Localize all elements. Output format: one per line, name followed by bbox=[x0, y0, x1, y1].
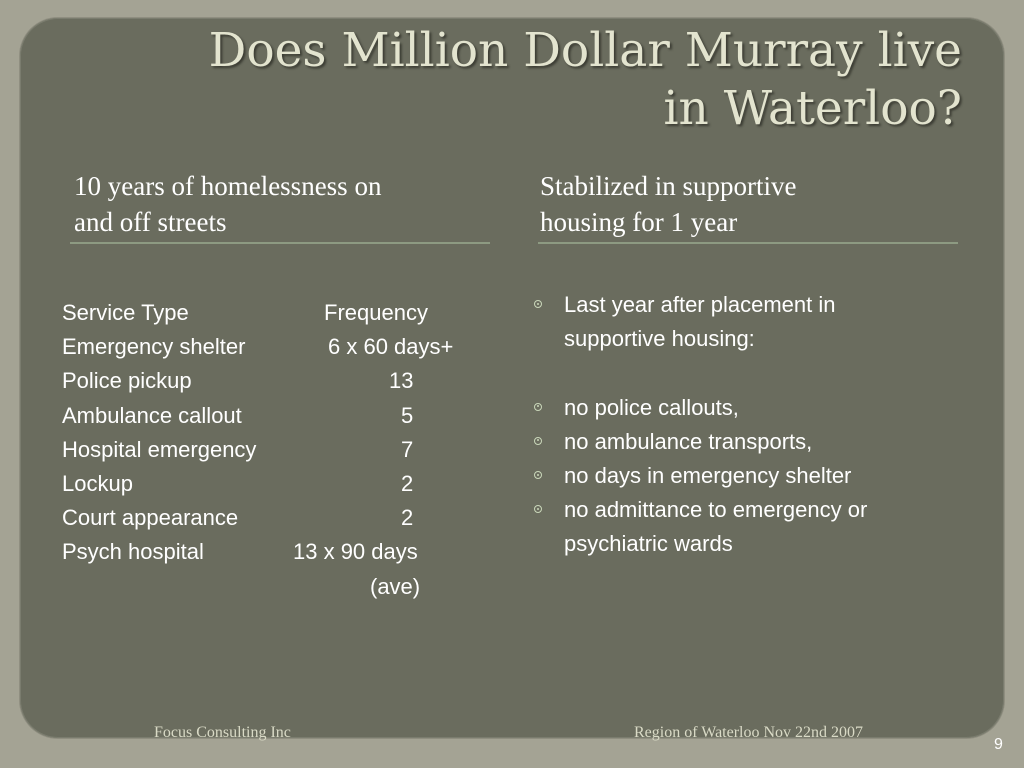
frequency-cell: 2 bbox=[401, 470, 414, 496]
table-row: Emergency shelter 6 x 60 days+ bbox=[62, 330, 502, 364]
list-item: no police callouts, bbox=[530, 391, 950, 425]
title-line-1: Does Million Dollar Murray live bbox=[208, 23, 962, 78]
outcomes-list: Last year after placement in supportive … bbox=[530, 288, 950, 562]
table-row: Lockup 2 bbox=[62, 467, 502, 501]
left-header-line-2: and off streets bbox=[74, 207, 227, 237]
bullet-text: no days in emergency shelter bbox=[564, 463, 852, 488]
page-number: 9 bbox=[994, 736, 1003, 753]
table-row: Ambulance callout 5 bbox=[62, 399, 502, 433]
list-item: no admittance to emergency or bbox=[530, 493, 950, 527]
service-type-cell: Hospital emergency bbox=[62, 436, 257, 462]
left-column-header: 10 years of homelessness on and off stre… bbox=[74, 168, 490, 244]
bullet-text: Last year after placement in bbox=[564, 292, 836, 317]
list-item: Last year after placement in bbox=[530, 288, 950, 322]
frequency-cell: 2 bbox=[401, 505, 414, 531]
left-header-line-1: 10 years of homelessness on bbox=[74, 171, 382, 201]
service-type-cell: Lockup bbox=[62, 470, 133, 496]
frequency-cell: 13 x 90 days bbox=[293, 539, 418, 565]
list-item-continuation: supportive housing: bbox=[530, 322, 950, 356]
list-item: no days in emergency shelter bbox=[530, 459, 950, 493]
service-type-cell: Emergency shelter bbox=[62, 334, 246, 360]
table-row: Court appearance 2 bbox=[62, 501, 502, 535]
service-type-cell: Court appearance bbox=[62, 505, 239, 531]
average-note: (ave) bbox=[370, 573, 421, 599]
table-row: Hospital emergency 7 bbox=[62, 433, 502, 467]
circle-bullet-icon bbox=[534, 505, 542, 514]
frequency-cell: 6 x 60 days+ bbox=[328, 334, 454, 360]
right-header-line-1: Stabilized in supportive bbox=[540, 171, 797, 201]
service-type-cell: Ambulance callout bbox=[62, 402, 242, 428]
frequency-cell: 5 bbox=[401, 402, 414, 428]
title-line-2: in Waterloo? bbox=[663, 81, 962, 136]
bullet-text: no ambulance transports, bbox=[564, 428, 813, 454]
frequency-cell: 7 bbox=[401, 436, 414, 462]
list-spacer bbox=[530, 356, 950, 390]
circle-bullet-icon bbox=[534, 402, 542, 411]
bullet-text: no admittance to emergency or bbox=[564, 497, 868, 523]
right-header-divider bbox=[538, 242, 958, 244]
bullet-text: no police callouts, bbox=[564, 394, 739, 420]
frequency-header: Frequency bbox=[324, 300, 428, 325]
table-note-row: (ave) bbox=[62, 570, 502, 604]
circle-bullet-icon bbox=[534, 436, 542, 445]
footer-right: Region of Waterloo Nov 22nd 2007 bbox=[634, 724, 864, 741]
right-column-header: Stabilized in supportive housing for 1 y… bbox=[540, 168, 958, 244]
circle-bullet-icon bbox=[534, 471, 542, 479]
bullet-text: psychiatric wards bbox=[564, 531, 733, 557]
service-type-cell: Police pickup bbox=[62, 368, 192, 394]
table-header-row: Service Type Frequency bbox=[62, 296, 502, 330]
circle-bullet-icon bbox=[534, 300, 542, 308]
right-header-line-2: housing for 1 year bbox=[540, 207, 738, 237]
list-item-continuation: psychiatric wards bbox=[530, 527, 950, 561]
frequency-cell: 13 bbox=[389, 368, 414, 394]
service-type-cell: Psych hospital bbox=[62, 539, 204, 565]
left-header-divider bbox=[70, 242, 490, 244]
list-item: no ambulance transports, bbox=[530, 425, 950, 459]
service-frequency-table: Service Type Frequency Emergency shelter… bbox=[62, 296, 502, 604]
slide-panel bbox=[20, 18, 1004, 738]
slide-title: Does Million Dollar Murray live in Water… bbox=[62, 22, 962, 138]
bullet-text: supportive housing: bbox=[564, 326, 755, 352]
table-row: Police pickup 13 bbox=[62, 364, 502, 398]
service-type-header: Service Type bbox=[62, 300, 189, 325]
footer-left: Focus Consulting Inc bbox=[154, 724, 291, 741]
table-row: Psych hospital 13 x 90 days bbox=[62, 535, 502, 569]
